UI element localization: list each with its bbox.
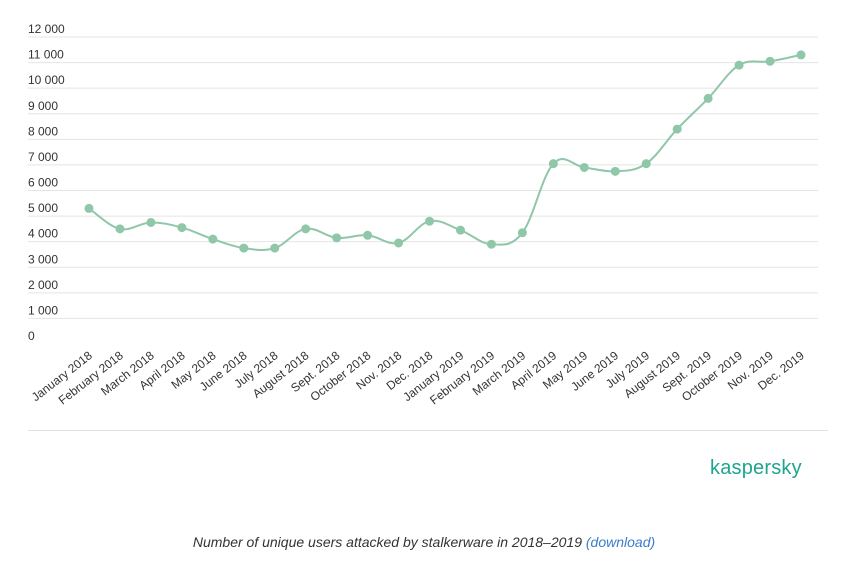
- data-point[interactable]: May 2018: 4100: [208, 234, 218, 244]
- data-point[interactable]: March 2019: 4350: [517, 228, 527, 238]
- bottom-divider: [28, 430, 828, 431]
- data-point[interactable]: August 2019: 8400: [672, 124, 682, 134]
- data-point[interactable]: February 2018: 4500: [115, 224, 125, 234]
- y-axis-ticks: 0 1 000 2 000 3 000 4 000 5 000 6 000 7 000 8 00…: [28, 22, 65, 343]
- data-point[interactable]: March 2018: 4750: [146, 217, 156, 227]
- y-tick-label: 8 000: [28, 124, 58, 138]
- data-point[interactable]: October 2018: 4250: [363, 230, 373, 240]
- data-point[interactable]: May 2019: 6900: [579, 162, 589, 172]
- gridlines: [28, 36, 818, 319]
- y-tick-label: 1 000: [28, 303, 58, 317]
- y-tick-label: 4 000: [28, 227, 58, 241]
- data-point[interactable]: April 2018: 4550: [177, 223, 187, 233]
- data-point[interactable]: January 2018: 5300: [84, 203, 94, 213]
- series-line: [88, 53, 802, 252]
- data-point[interactable]: Dec. 2018: 4800: [425, 216, 435, 226]
- data-point[interactable]: Nov. 2019: 11050: [765, 56, 775, 66]
- y-tick-label: 12 000: [28, 22, 65, 36]
- data-point[interactable]: February 2019: 3900: [486, 239, 496, 249]
- y-tick-label: 6 000: [28, 176, 58, 190]
- data-point[interactable]: Nov. 2018: 3950: [394, 238, 404, 248]
- data-point[interactable]: July 2019: 7050: [641, 159, 651, 169]
- data-point[interactable]: Sept. 2019: 9600: [703, 93, 713, 103]
- data-point[interactable]: August 2018: 4500: [301, 224, 311, 234]
- data-point[interactable]: April 2019: 7050: [548, 159, 558, 169]
- y-tick-label: 2 000: [28, 278, 58, 292]
- y-tick-label: 3 000: [28, 252, 58, 266]
- y-tick-label: 9 000: [28, 99, 58, 113]
- data-point[interactable]: June 2019: 6750: [610, 166, 620, 176]
- caption-text: Number of unique users attacked by stalk…: [192, 534, 582, 550]
- download-link[interactable]: (download): [585, 534, 656, 550]
- y-tick-label: 0: [28, 329, 35, 343]
- data-point[interactable]: June 2018: 3750: [239, 243, 249, 253]
- y-tick-label: 11 000: [28, 48, 64, 62]
- data-point[interactable]: Dec. 2019: 11300: [796, 50, 806, 60]
- data-point[interactable]: Sept. 2018: 4150: [332, 233, 342, 243]
- y-tick-label: 7 000: [28, 150, 58, 164]
- y-tick-label: 10 000: [28, 73, 65, 87]
- data-point[interactable]: July 2018: 3750: [270, 243, 280, 253]
- kaspersky-logo: kaspersky: [710, 457, 802, 479]
- line-chart: 0 1 000 2 000 3 000 4 000 5 000 6 000 7 000 8 00…: [28, 22, 818, 407]
- y-tick-label: 5 000: [28, 201, 58, 215]
- chart-caption: Number of unique users attacked by stalk…: [0, 534, 848, 550]
- data-point[interactable]: October 2019: 10900: [734, 60, 744, 70]
- series-layer: January 2018: 5300 February 2018: 4500 Mar…: [84, 50, 806, 253]
- data-point[interactable]: January 2019: 4450: [455, 225, 465, 235]
